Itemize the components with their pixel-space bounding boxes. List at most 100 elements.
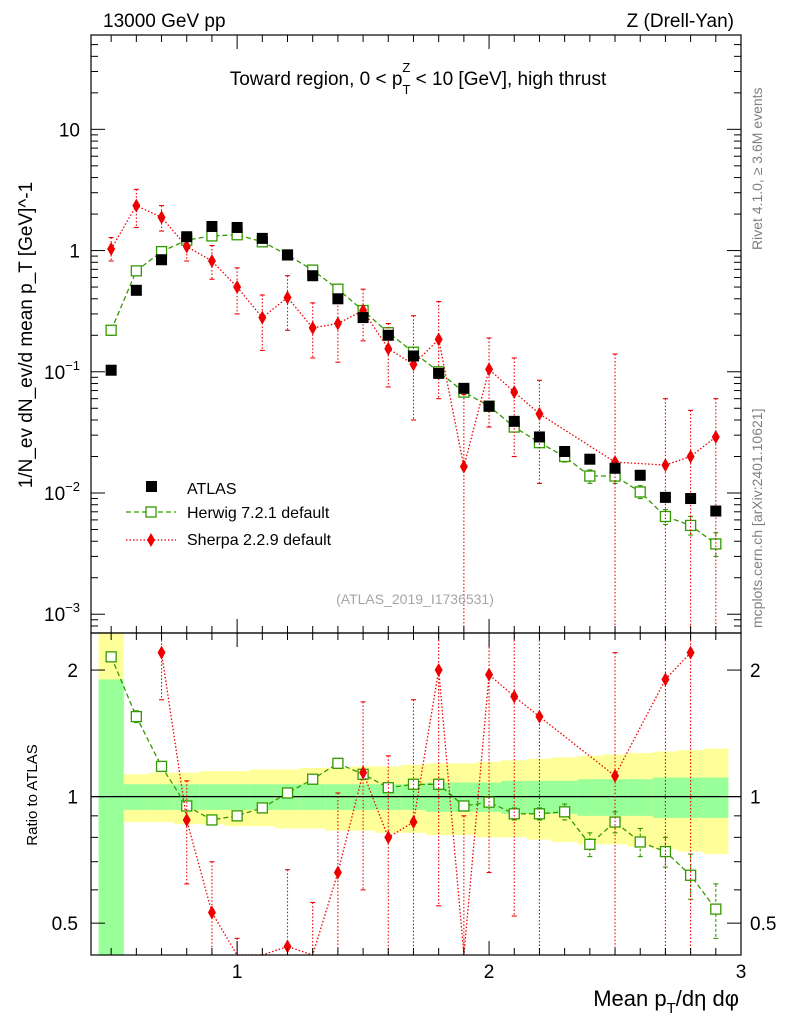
upper-y-tick-label-2: 10−1 [44, 358, 80, 384]
lower-herwig-point-16 [508, 808, 520, 820]
x-axis-label-part-2: /dη dφ [676, 986, 739, 1011]
lower-panel-bands-layer [91, 633, 741, 955]
lower-herwig-point-9 [332, 757, 344, 769]
lower-y-tick-label-right-2: 0.5 [750, 914, 776, 935]
mcplots-label: mcplots.cern.ch [arXiv:2401.10621] [749, 409, 765, 628]
upper-herwig-point-19 [584, 470, 596, 482]
lower-sherpa-point-2 [157, 645, 166, 660]
upper-y-tick-base-2: 10 [44, 363, 65, 384]
upper-atlas-point-7 [282, 249, 294, 261]
lower-herwig-point-0 [105, 651, 117, 663]
upper-atlas-point-22 [659, 491, 671, 503]
x-axis-label-sub: T [667, 1000, 676, 1017]
lower-panel-frame [90, 632, 742, 956]
lower-sherpa-point-20 [611, 768, 620, 783]
lower-sherpa-point-23 [686, 645, 695, 660]
upper-herwig-point-21 [634, 486, 646, 498]
upper-title-sup: Z [402, 60, 410, 75]
x-axis-label-part-1: Mean p [593, 986, 666, 1011]
upper-sherpa-point-0 [107, 241, 116, 256]
upper-title-part-1: Toward region, 0 < p [230, 69, 403, 90]
upper-herwig-point-0 [105, 324, 117, 336]
upper-y-tick-exp-2: −1 [65, 358, 80, 373]
x-tick-label-1: 2 [484, 962, 495, 983]
upper-sherpa-point-23 [686, 449, 695, 464]
upper-atlas-point-8 [307, 270, 319, 282]
upper-herwig-point-24 [710, 538, 722, 550]
lower-herwig-point-2 [155, 760, 168, 773]
upper-sherpa-point-3 [182, 239, 191, 254]
upper-y-axis-label: 1/N_ev dN_ev/d mean p_T [GeV]^-1 [16, 182, 37, 488]
legend-herwig-marker [145, 506, 157, 518]
legend-atlas-label: ATLAS [187, 481, 237, 498]
lower-herwig-point-1 [130, 710, 142, 723]
data-marks-layer [105, 188, 722, 956]
header-right: Z (Drell-Yan) [627, 11, 734, 32]
legend-herwig-label: Herwig 7.2.1 default [187, 505, 330, 522]
upper-herwig-point-23 [684, 519, 697, 532]
legend-sherpa-marker [147, 533, 155, 547]
upper-y-tick-exp-4: −3 [65, 600, 80, 615]
upper-title-part-2: < 10 [GeV], high thrust [410, 69, 607, 90]
upper-sherpa-point-9 [333, 316, 342, 331]
upper-y-tick-label-0: 10 [59, 120, 80, 141]
lower-herwig-point-14 [458, 800, 470, 812]
upper-atlas-point-6 [256, 232, 268, 244]
upper-sherpa-point-17 [535, 406, 544, 421]
upper-atlas-point-15 [483, 400, 495, 412]
upper-sherpa-point-4 [207, 254, 216, 269]
upper-sherpa-point-13 [434, 332, 443, 347]
lower-sherpa-point-3 [182, 812, 191, 827]
upper-atlas-point-19 [584, 453, 596, 465]
upper-herwig-point-22 [659, 510, 672, 523]
x-tick-label-2: 3 [736, 962, 747, 983]
lower-herwig-point-7 [281, 787, 294, 799]
ratio-band-inner-24 [703, 777, 729, 818]
upper-atlas-point-5 [231, 221, 243, 233]
upper-atlas-point-3 [181, 231, 193, 243]
upper-sherpa-point-7 [283, 290, 292, 305]
upper-title-sub: T [402, 82, 410, 97]
ratio-band-inner-0 [98, 679, 124, 955]
legend-atlas-marker [146, 481, 157, 492]
upper-sherpa-point-22 [661, 458, 670, 473]
upper-herwig-point-1 [130, 265, 142, 277]
lower-herwig-point-21 [634, 836, 646, 848]
legend-sherpa-label: Sherpa 2.2.9 default [187, 532, 332, 549]
upper-atlas-point-0 [105, 364, 117, 376]
upper-atlas-point-1 [130, 284, 142, 296]
lower-sherpa-point-10 [359, 765, 368, 780]
upper-atlas-point-12 [407, 350, 419, 362]
lower-herwig-point-24 [710, 903, 722, 915]
upper-atlas-point-4 [206, 220, 218, 232]
lower-y-axis-label: Ratio to ATLAS [24, 744, 41, 845]
lower-sherpa-point-22 [661, 672, 670, 687]
lower-y-tick-label-left-1: 1 [67, 788, 78, 809]
upper-atlas-point-10 [357, 312, 369, 324]
lower-herwig-point-4 [206, 814, 218, 826]
upper-herwig-point-9 [332, 283, 344, 295]
upper-herwig-point-4 [206, 230, 218, 242]
upper-atlas-point-18 [559, 445, 571, 457]
upper-y-tick-base-3: 10 [44, 484, 65, 505]
lower-sherpa-point-12 [409, 815, 418, 830]
upper-sherpa-point-5 [233, 280, 242, 295]
upper-y-tick-label-1: 1 [69, 242, 80, 263]
lower-sherpa-point-17 [535, 709, 544, 724]
lower-y-tick-label-right-0: 2 [750, 661, 761, 682]
upper-sherpa-point-24 [711, 429, 720, 444]
lower-herwig-point-17 [533, 808, 546, 820]
lower-sherpa-point-15 [485, 667, 494, 682]
lower-herwig-point-8 [307, 773, 319, 785]
rivet-label: Rivet 4.1.0, ≥ 3.6M events [749, 87, 765, 250]
upper-sherpa-line [110, 204, 717, 467]
upper-atlas-point-11 [382, 329, 394, 341]
upper-sherpa-point-1 [132, 198, 141, 213]
upper-y-tick-label-3: 10−2 [44, 479, 80, 505]
lower-sherpa-point-16 [510, 689, 519, 704]
upper-sherpa-point-16 [510, 385, 519, 400]
header-left: 13000 GeV pp [103, 11, 226, 32]
lower-sherpa-point-4 [207, 905, 216, 920]
x-axis-label: Mean pT/dη dφ [593, 986, 739, 1017]
